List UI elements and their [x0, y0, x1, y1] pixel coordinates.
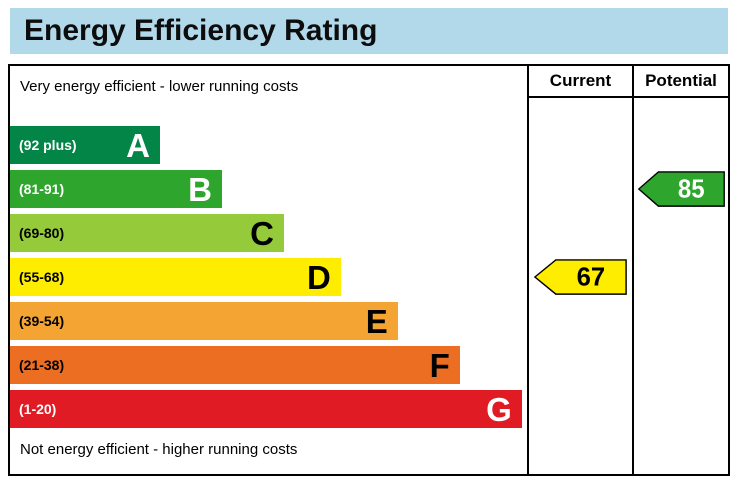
band-letter: D: [307, 258, 331, 296]
band-row-f: (21-38) F: [10, 346, 527, 390]
band-range-label: (1-20): [19, 401, 57, 417]
current-column: Current 67: [527, 66, 632, 474]
band-range-label: (69-80): [19, 225, 65, 241]
band-bar-c: (69-80) C: [10, 214, 284, 252]
current-arrow-shape: [533, 259, 627, 295]
potential-column: Potential 85: [632, 66, 728, 474]
band-row-a: (92 plus) A: [10, 126, 527, 170]
current-rating-value: 67: [577, 264, 606, 292]
band-row-b: (81-91) B: [10, 170, 527, 214]
band-letter: C: [250, 214, 274, 252]
band-range-label: (92 plus): [19, 137, 77, 153]
band-row-g: (1-20) G: [10, 390, 527, 434]
current-header: Current: [529, 66, 632, 98]
band-range-label: (81-91): [19, 181, 65, 197]
band-row-c: (69-80) C: [10, 214, 527, 258]
bottom-note: Not energy efficient - higher running co…: [20, 441, 298, 458]
band-letter: F: [429, 346, 450, 384]
page-title: Energy Efficiency Rating: [10, 8, 728, 54]
band-range-label: (39-54): [19, 313, 65, 329]
bands-list: (92 plus) A (81-91) B (69-80) C: [10, 126, 527, 434]
band-range-label: (21-38): [19, 357, 65, 373]
band-bar-f: (21-38) F: [10, 346, 460, 384]
band-bar-a: (92 plus) A: [10, 126, 160, 164]
band-bar-d: (55-68) D: [10, 258, 341, 296]
band-row-d: (55-68) D: [10, 258, 527, 302]
band-range-label: (55-68): [19, 269, 65, 285]
band-bar-e: (39-54) E: [10, 302, 398, 340]
band-row-e: (39-54) E: [10, 302, 527, 346]
bands-area: Very energy efficient - lower running co…: [10, 66, 527, 474]
potential-header: Potential: [634, 66, 728, 98]
band-letter: A: [126, 126, 150, 164]
band-letter: B: [188, 170, 212, 208]
top-note: Very energy efficient - lower running co…: [20, 78, 299, 95]
rating-table: Very energy efficient - lower running co…: [8, 64, 730, 476]
current-rating-arrow: 67: [533, 259, 627, 295]
potential-arrow-shape: [637, 171, 725, 207]
band-bar-g: (1-20) G: [10, 390, 522, 428]
band-bar-b: (81-91) B: [10, 170, 222, 208]
potential-rating-value: 85: [678, 176, 705, 204]
band-letter: G: [486, 390, 512, 428]
band-letter: E: [365, 302, 388, 340]
potential-rating-arrow: 85: [637, 171, 725, 207]
